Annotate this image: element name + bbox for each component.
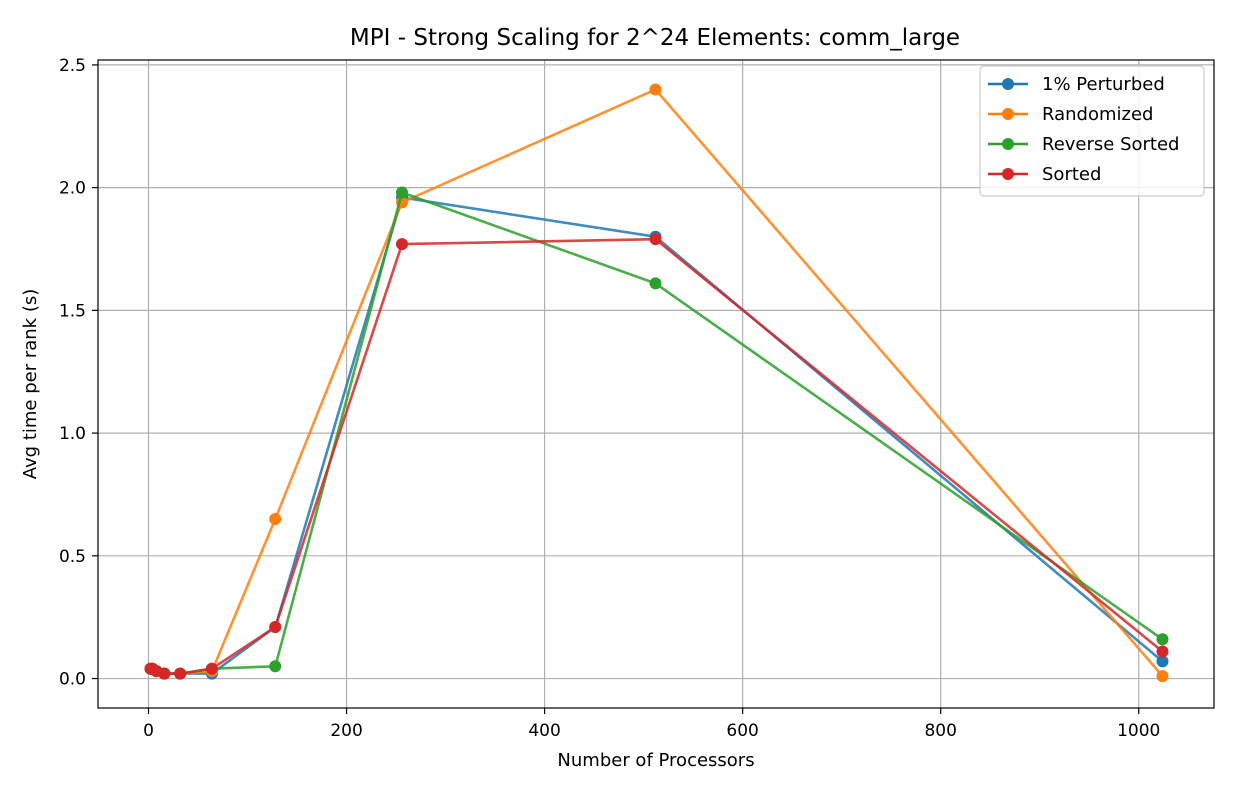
x-tick-label: 400 (528, 721, 560, 741)
legend-swatch-marker (1002, 168, 1014, 180)
x-tick-label: 1000 (1117, 721, 1160, 741)
x-tick-label: 200 (330, 721, 362, 741)
data-point (1156, 655, 1169, 668)
legend-swatch-marker (1002, 78, 1014, 90)
series-line (150, 196, 1164, 675)
data-point (269, 621, 282, 633)
y-tick-label: 1.0 (59, 424, 86, 444)
data-point (174, 667, 187, 680)
y-tick-label: 0.5 (59, 547, 86, 567)
data-point (269, 660, 282, 673)
legend-item: Randomized (988, 104, 1153, 125)
legend-swatch-marker (1002, 138, 1014, 150)
series-line (150, 237, 1164, 675)
data-point (396, 186, 409, 199)
data-point (1156, 670, 1169, 683)
data-point (396, 238, 409, 251)
y-tick-label: 2.0 (59, 179, 86, 199)
data-point (1156, 633, 1169, 646)
data-point (649, 233, 662, 246)
series-0 (144, 191, 1169, 680)
x-axis-label: Number of Processors (557, 750, 754, 771)
chart-title: MPI - Strong Scaling for 2^24 Elements: … (350, 25, 960, 51)
x-tick-label: 800 (924, 721, 956, 741)
tick-layer: 0 200 400 600 800 1000 0.0 0.5 1.0 1.5 2.0 2.5 (59, 56, 1160, 741)
y-tick-label: 1.5 (59, 301, 86, 321)
data-point (1156, 645, 1169, 658)
legend-label: Reverse Sorted (1042, 134, 1179, 155)
data-point (158, 667, 171, 680)
data-point (205, 662, 218, 675)
data-point (269, 513, 282, 525)
legend-box (979, 65, 1205, 197)
series-3 (144, 233, 1169, 680)
data-point (649, 83, 662, 96)
plot-frame (97, 59, 1215, 709)
data-point (649, 277, 662, 290)
legend-swatch-marker (1002, 108, 1014, 120)
x-tick-label: 0 (143, 721, 154, 741)
y-tick-label: 0.0 (59, 670, 86, 690)
legend-item: 1% Perturbed (988, 74, 1165, 95)
y-tick-label: 2.5 (59, 56, 86, 76)
legend-item: Reverse Sorted (988, 134, 1179, 155)
y-axis-label: Avg time per rank (s) (20, 289, 41, 479)
legend: 1% Perturbed Randomized Reverse Sorted Sort… (979, 65, 1205, 197)
series-layer (144, 83, 1169, 683)
legend-label: 1% Perturbed (1042, 74, 1165, 95)
legend-label: Randomized (1042, 104, 1153, 125)
x-tick-label: 600 (726, 721, 758, 741)
legend-label: Sorted (1042, 164, 1101, 185)
legend-item: Sorted (988, 164, 1101, 185)
